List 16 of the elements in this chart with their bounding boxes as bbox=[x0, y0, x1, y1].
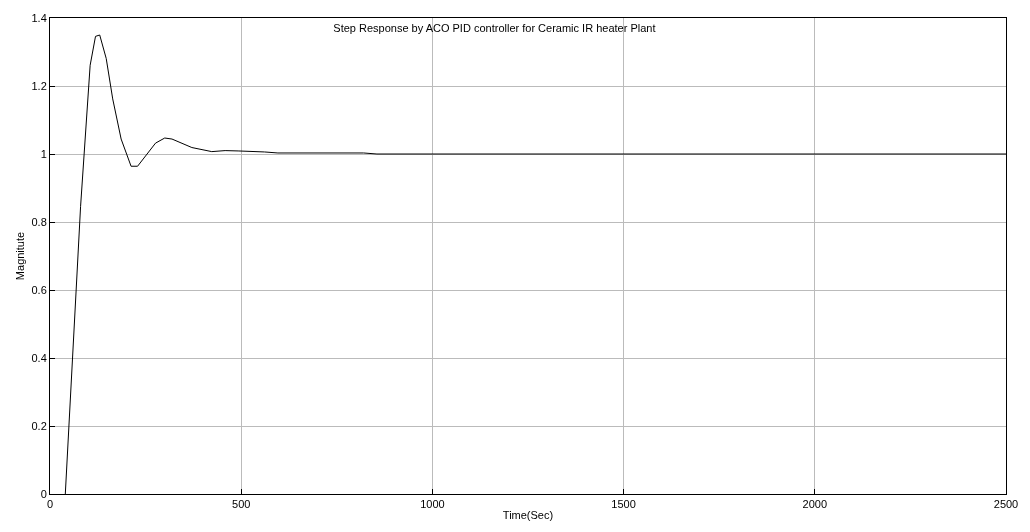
chart-title: Step Response by ACO PID controller for Ceramic IR heater Plant bbox=[333, 21, 656, 34]
y-tick-label: 1.2 bbox=[31, 79, 47, 92]
x-tick-label: 1500 bbox=[611, 498, 636, 511]
y-tick-label: 0 bbox=[40, 487, 47, 500]
x-tick-label: 2000 bbox=[802, 498, 828, 511]
x-axis-title: Time(Sec) bbox=[502, 509, 554, 522]
x-tick-label: 500 bbox=[232, 498, 251, 511]
y-tick-label: 1 bbox=[40, 147, 47, 160]
y-tick-label: 0.4 bbox=[31, 351, 47, 364]
x-tick-label: 2500 bbox=[993, 498, 1019, 511]
y-axis-title: Magnitute bbox=[14, 231, 27, 281]
y-tick-label: 1.4 bbox=[31, 11, 47, 24]
x-tick-label: 1000 bbox=[420, 498, 445, 511]
y-tick-label: 0.2 bbox=[31, 419, 47, 432]
y-tick-label: 0.8 bbox=[31, 215, 47, 228]
y-tick-label: 0.6 bbox=[31, 283, 47, 296]
